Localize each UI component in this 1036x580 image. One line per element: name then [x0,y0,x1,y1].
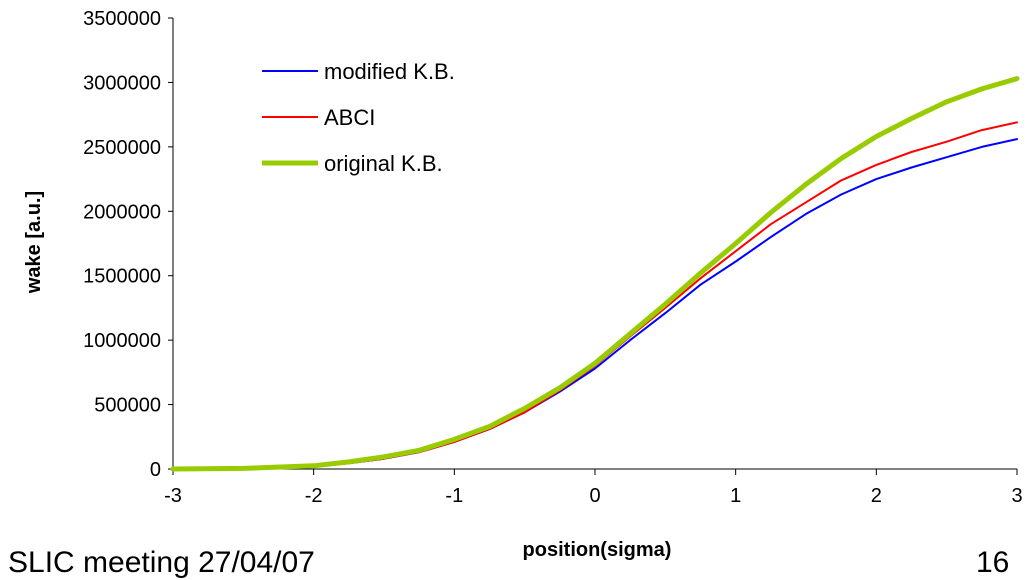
y-tick-label: 3000000 [83,72,161,94]
footer-meeting-label: SLIC meeting 27/04/07 [8,546,315,579]
y-tick-label: 1500000 [83,266,161,288]
y-tick-label: 1000000 [83,330,161,352]
series-line-original-k-b [170,76,1020,472]
series-line-modified-k-b [172,138,1018,470]
y-tick-label: 3500000 [83,8,161,30]
x-tick-label: -3 [164,485,182,507]
x-tick-label: -1 [445,485,463,507]
x-tick-label: 3 [1011,485,1022,507]
y-tick-label: 2000000 [83,201,161,223]
legend-label: ABCI [324,105,375,130]
x-axis-title: position(sigma) [523,539,672,561]
legend-label: modified K.B. [324,59,455,84]
x-tick-label: 2 [871,485,882,507]
y-axis-title: wake [a.u.] [23,191,45,294]
footer-page-number: 16 [976,546,1010,579]
y-tick-label: 0 [150,459,161,481]
legend-label: original K.B. [324,151,443,176]
y-tick-label: 2500000 [83,137,161,159]
x-tick-label: -2 [305,485,323,507]
x-tick-label: 0 [589,485,600,507]
y-tick-label: 500000 [94,395,161,417]
x-tick-label: 1 [730,485,741,507]
